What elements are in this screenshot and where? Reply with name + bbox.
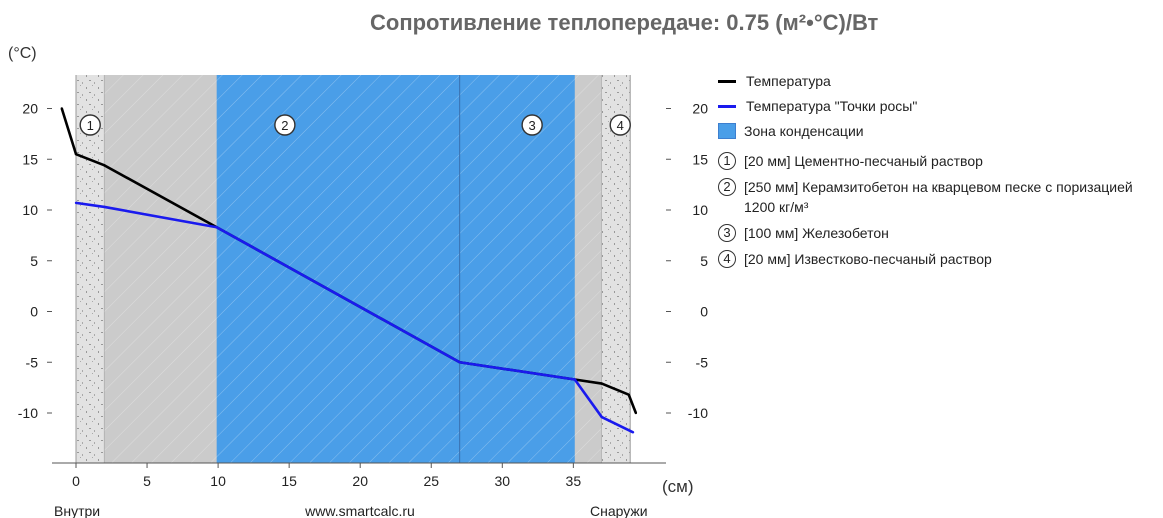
y-tick-label-left: 10	[22, 202, 38, 218]
x-tick-label: 30	[495, 473, 511, 489]
x-tick-label: 15	[281, 473, 297, 489]
legend-layer-3: 3 [100 мм] Железобетон	[718, 223, 1158, 243]
legend-label-condensation: Зона конденсации	[744, 123, 864, 139]
legend-layer-2: 2 [250 мм] Керамзитобетон на кварцевом п…	[718, 177, 1158, 217]
outside-label: Снаружи	[590, 503, 648, 518]
dew-point-point	[631, 431, 635, 434]
legend-item-condensation: Зона конденсации	[718, 120, 1158, 142]
legend-layer-number: 2	[718, 178, 736, 196]
y-tick-label-right: -10	[688, 405, 708, 421]
legend-layer-number: 1	[718, 152, 736, 170]
legend-item-dew-point: Температура "Точки росы"	[718, 95, 1158, 117]
x-tick-label: 35	[566, 473, 582, 489]
y-tick-label-right: 10	[692, 202, 708, 218]
x-tick-label: 10	[210, 473, 226, 489]
layer-texture-1	[76, 75, 105, 463]
legend-layer-text: [20 мм] Цементно-песчаный раствор	[744, 153, 983, 169]
y-tick-label-left: 15	[22, 151, 38, 167]
legend-swatch-condensation	[718, 123, 736, 139]
layer-number-badge-2	[274, 114, 296, 136]
legend-layer-number: 3	[718, 224, 736, 242]
layer-number-badge-1	[79, 114, 101, 136]
temperature-point	[600, 382, 603, 385]
chart-title: Сопротивление теплопередаче: 0.75 (м²•°C…	[370, 10, 879, 35]
legend-layer-4: 4 [20 мм] Известково-песчаный раствор	[718, 249, 1158, 269]
dew-point-point	[74, 201, 78, 205]
dew-point-point	[573, 378, 576, 381]
layer-number-label-1: 1	[87, 118, 94, 133]
legend-label-dew-point: Температура "Точки росы"	[746, 98, 918, 114]
legend-layer-text: [20 мм] Известково-песчаный раствор	[744, 251, 992, 267]
legend-swatch-dew-point	[718, 104, 736, 108]
legend-layer-text: [100 мм] Железобетон	[744, 225, 889, 241]
x-tick-label: 25	[423, 473, 439, 489]
dew-point-point	[458, 361, 461, 364]
dew-point-point	[103, 205, 106, 209]
temperature-point	[627, 393, 630, 396]
y-tick-label-right: 15	[692, 151, 708, 167]
y-tick-label-right: 5	[700, 253, 708, 269]
y-tick-label-right: 0	[700, 304, 708, 320]
layer-texture-4	[601, 75, 631, 463]
dew-point-point	[215, 226, 218, 229]
x-tick-label: 0	[72, 473, 80, 489]
temperature-point	[60, 107, 63, 110]
x-axis-label: (см)	[662, 477, 694, 496]
layer-number-label-3: 3	[529, 118, 536, 133]
y-tick-label-right: 20	[692, 101, 708, 117]
legend-layer-number: 4	[718, 250, 736, 268]
y-tick-label-left: 20	[22, 101, 38, 117]
y-tick-label-left: 5	[30, 253, 38, 269]
layer-number-label-2: 2	[281, 118, 288, 133]
y-axis-label: (°C)	[8, 45, 37, 62]
layer-number-badge-4	[609, 114, 631, 136]
legend-layer-1: 1 [20 мм] Цементно-песчаный раствор	[718, 151, 1158, 171]
x-tick-label: 5	[143, 473, 151, 489]
y-tick-label-left: -5	[26, 354, 39, 370]
y-tick-label-left: -10	[18, 405, 38, 421]
condensation-zone-hatch	[216, 75, 575, 463]
y-tick-label-left: 0	[30, 304, 38, 320]
temperature-point	[74, 152, 78, 156]
y-tick-label-right: -5	[696, 354, 709, 370]
dew-point-point	[600, 415, 603, 419]
legend-label-temperature: Температура	[746, 73, 831, 89]
temperature-point	[103, 164, 106, 167]
legend-item-temperature: Температура	[718, 70, 1158, 92]
x-tick-label: 20	[352, 473, 368, 489]
website-label: www.smartcalc.ru	[304, 503, 415, 518]
layer-number-badge-3	[521, 114, 543, 136]
legend-swatch-temperature	[718, 79, 736, 83]
temperature-point	[634, 411, 638, 415]
layer-number-label-4: 4	[617, 118, 624, 133]
inside-label: Внутри	[54, 503, 100, 518]
chart-legend: Температура Температура "Точки росы" Зон…	[718, 70, 1158, 275]
legend-layer-text: [250 мм] Керамзитобетон на кварцевом пес…	[744, 179, 1133, 215]
